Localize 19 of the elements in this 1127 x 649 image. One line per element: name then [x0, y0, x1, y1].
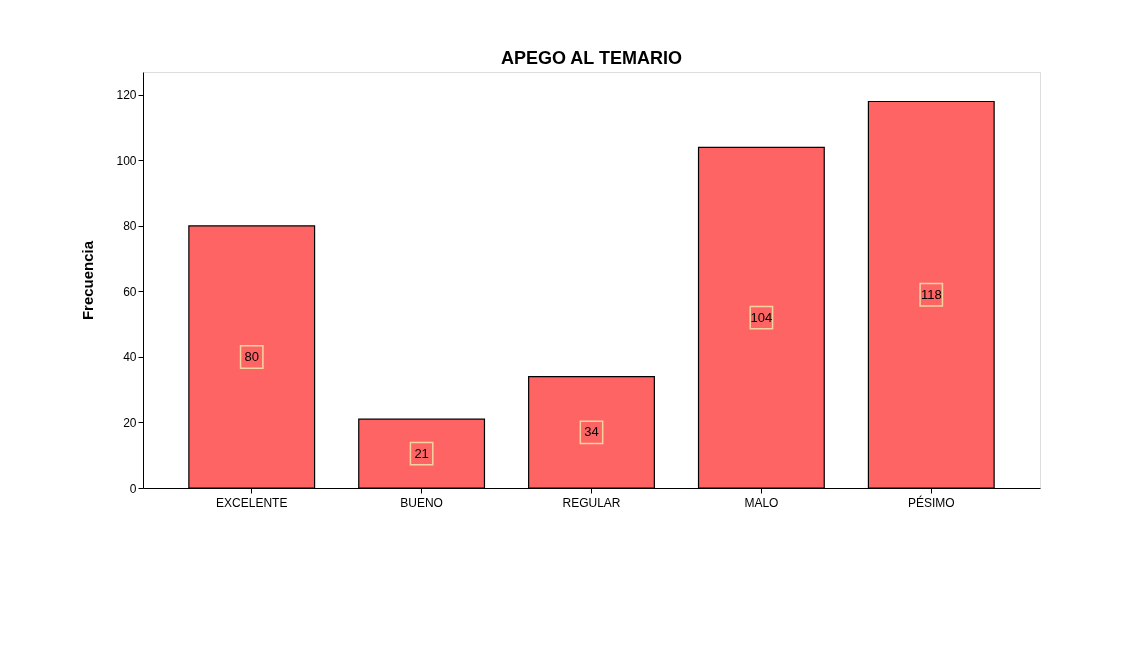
y-tick-label: 0: [129, 481, 137, 496]
y-tick-label: 60: [123, 284, 137, 299]
data-label: 21: [414, 445, 429, 461]
x-tick-label: BUENO: [400, 495, 443, 510]
data-label: 104: [750, 309, 773, 325]
y-tick-label: 20: [123, 415, 137, 430]
x-tick-label: REGULAR: [562, 495, 621, 510]
data-label: 34: [584, 424, 599, 440]
data-label: 118: [920, 286, 942, 302]
y-axis-title: Frecuencia: [79, 240, 97, 321]
chart-title: APEGO AL TEMARIO: [500, 48, 683, 68]
x-tick-label: PÉSIMO: [907, 494, 955, 510]
y-tick-label: 40: [123, 350, 137, 365]
y-tick-label: 120: [116, 88, 137, 103]
data-label: 80: [244, 348, 259, 364]
y-tick-label: 80: [123, 219, 137, 234]
x-tick-label: MALO: [744, 495, 779, 510]
x-tick-label: EXCELENTE: [216, 495, 288, 510]
y-tick-label: 100: [116, 153, 137, 168]
